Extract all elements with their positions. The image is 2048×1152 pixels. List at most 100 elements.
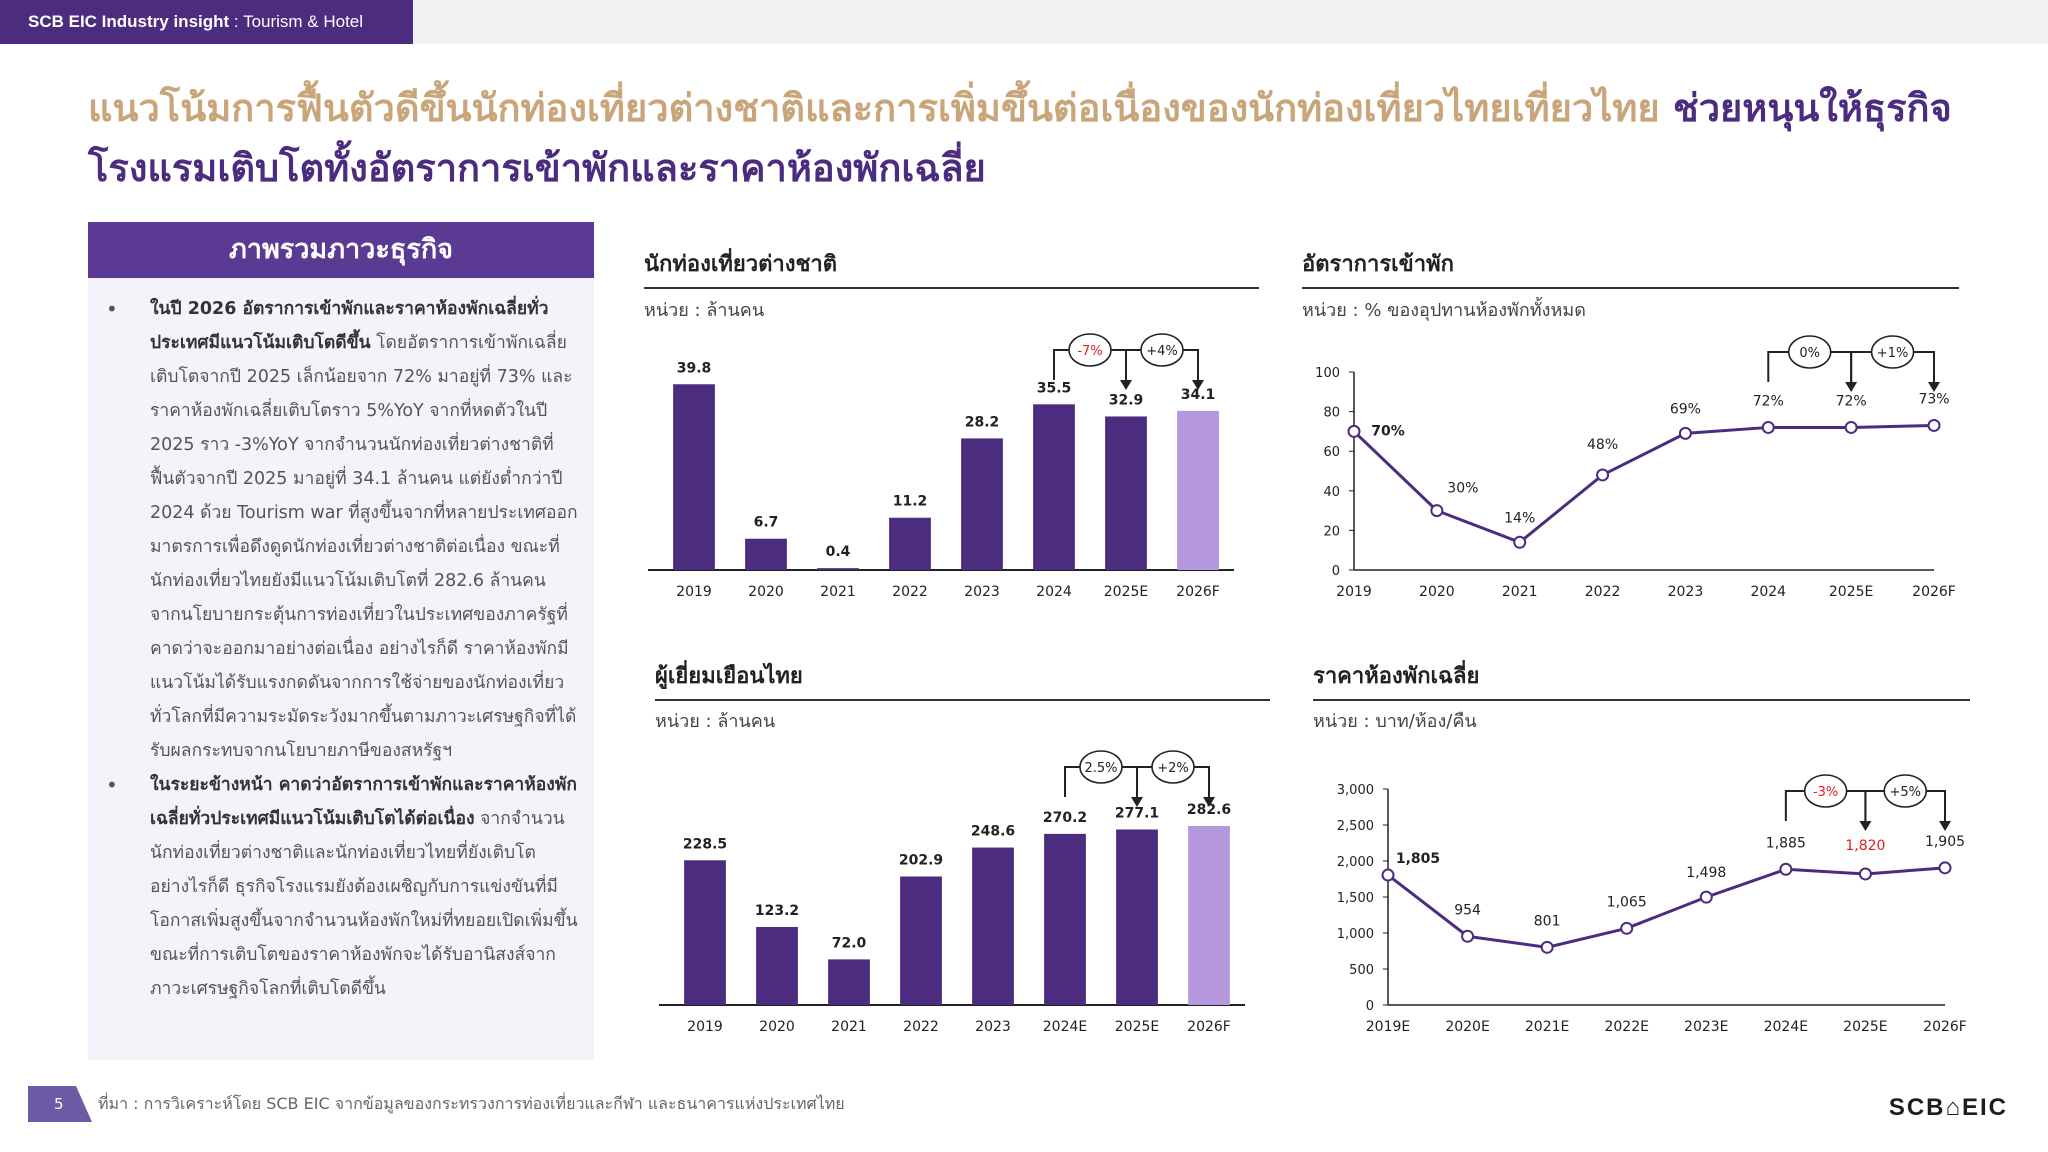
- change-arrow-1: [1928, 382, 1940, 392]
- overview-heading: ภาพรวมภาวะธุรกิจ: [88, 222, 594, 278]
- bar-2026F: [1188, 826, 1230, 1005]
- bar-2022: [900, 876, 942, 1005]
- x-tick-2022: 2022: [903, 1019, 939, 1035]
- chart-4-unit: หน่วย : บาท/ห้อง/คืน: [1313, 711, 1477, 732]
- brand-name: SCB EIC Industry insight: [28, 12, 230, 31]
- chart-average-room-rate: 0 500 1,000 1,500 2,000 2,500 3,000 1,805 2019E 9…: [1337, 774, 1967, 1035]
- overview-bullet-2: ในระยะข้างหน้า คาดว่าอัตราการเข้าพักและร…: [106, 768, 578, 1006]
- bar-2024: [1033, 404, 1075, 570]
- data-label-2021: 72.0: [832, 935, 867, 951]
- change-badge-1: [1140, 333, 1184, 367]
- point-2020: [1430, 504, 1444, 518]
- point-2024E: [1779, 862, 1793, 876]
- bar-2026F: [1177, 410, 1219, 570]
- overview-bullet-1: ในปี 2026 อัตราการเข้าพักและราคาห้องพักเ…: [106, 292, 578, 768]
- point-2023: [1678, 426, 1692, 440]
- x-tick-2023: 2023: [1668, 584, 1704, 600]
- data-label-2022E: 1,065: [1607, 894, 1647, 910]
- y-tick-6: 3,000: [1337, 783, 1374, 798]
- y-tick-5: 100: [1315, 366, 1340, 381]
- bullet-1-bold: ในปี 2026 อัตราการเข้าพักและราคาห้องพักเ…: [150, 299, 549, 353]
- page-number: 5: [28, 1086, 92, 1122]
- chart-3-title: ผู้เยี่ยมเยือนไทย: [655, 658, 1270, 701]
- x-tick-2020: 2020: [748, 584, 784, 600]
- header-topic: Tourism & Hotel: [243, 12, 364, 31]
- data-label-2021: 0.4: [826, 544, 851, 560]
- scb-eic-logo: SCB⌂EIC: [1888, 1094, 2008, 1121]
- point-2022E: [1620, 921, 1634, 935]
- data-label-2019: 228.5: [683, 836, 727, 852]
- change-label-1: +1%: [1877, 346, 1909, 361]
- data-label-2024: 72%: [1753, 393, 1784, 409]
- bullet-1-text: โดยอัตราการเข้าพักเฉลี่ยเติบโตจากปี 2025…: [150, 333, 578, 761]
- x-tick-2021: 2021: [1502, 584, 1538, 600]
- change-badge-1: [1870, 335, 1915, 369]
- x-tick-2023: 2023: [975, 1019, 1011, 1035]
- y-tick-2: 1,000: [1337, 927, 1374, 942]
- x-tick-2025E: 2025E: [1843, 1019, 1887, 1035]
- data-label-2025E: 32.9: [1109, 392, 1144, 408]
- change-badge-0: [1787, 335, 1832, 369]
- bar-2021: [817, 568, 859, 570]
- change-label-0: 2.5%: [1084, 761, 1117, 776]
- point-2025E: [1858, 867, 1872, 881]
- overview-list: ในปี 2026 อัตราการเข้าพักและราคาห้องพักเ…: [88, 278, 594, 1006]
- x-tick-2021: 2021: [820, 584, 856, 600]
- change-arrow-0: [1120, 380, 1132, 390]
- source-note: ที่มา : การวิเคราะห์โดย SCB EIC จากข้อมู…: [98, 1094, 845, 1113]
- x-tick-2025E: 2025E: [1104, 584, 1148, 600]
- y-tick-4: 2,000: [1337, 855, 1374, 870]
- point-2021E: [1540, 940, 1554, 954]
- data-label-2019E: 1,805: [1396, 851, 1440, 867]
- data-label-2023: 28.2: [965, 414, 1000, 430]
- y-tick-5: 2,500: [1337, 819, 1374, 834]
- overview-panel: ภาพรวมภาวะธุรกิจ ในปี 2026 อัตราการเข้าพ…: [88, 222, 594, 1060]
- change-badge-1: [1883, 774, 1928, 808]
- page-title-part1: แนวโน้มการฟื้นตัวดีขึ้นนักท่องเที่ยวต่าง…: [88, 86, 1673, 130]
- chart-2-unit: หน่วย : % ของอุปทานห้องพักทั้งหมด: [1302, 300, 1586, 321]
- chart-1-unit: หน่วย : ล้านคน: [644, 300, 765, 321]
- change-arrow-1: [1203, 797, 1215, 807]
- data-label-2023: 69%: [1670, 401, 1701, 417]
- x-tick-2026F: 2026F: [1912, 584, 1956, 600]
- x-tick-2026F: 2026F: [1923, 1019, 1967, 1035]
- point-2024: [1761, 420, 1775, 434]
- x-tick-2020: 2020: [1419, 584, 1455, 600]
- data-label-2019: 39.8: [677, 360, 712, 376]
- data-label-2020: 123.2: [755, 903, 799, 919]
- change-label-1: +4%: [1146, 344, 1178, 359]
- change-arrow-0: [1131, 797, 1143, 807]
- x-tick-2025E: 2025E: [1829, 584, 1873, 600]
- point-2021: [1513, 535, 1527, 549]
- x-tick-2022E: 2022E: [1604, 1019, 1648, 1035]
- x-tick-2024: 2024: [1750, 584, 1786, 600]
- data-label-2026F: 34.1: [1181, 387, 1216, 403]
- data-label-2023: 248.6: [971, 824, 1015, 840]
- change-arrow-1: [1192, 380, 1204, 390]
- data-label-2020: 6.7: [754, 515, 779, 531]
- y-tick-3: 1,500: [1337, 891, 1374, 906]
- data-label-2024E: 270.2: [1043, 810, 1087, 826]
- data-label-2025E: 1,820: [1845, 838, 1885, 854]
- x-tick-2026F: 2026F: [1176, 584, 1220, 600]
- data-label-2023E: 1,498: [1686, 865, 1726, 881]
- data-label-2022: 48%: [1587, 437, 1618, 453]
- bullet-2-text: จากจำนวนนักท่องเที่ยวต่างชาติและนักท่องเ…: [150, 809, 578, 999]
- bar-2025E: [1116, 829, 1158, 1005]
- bar-2022: [889, 517, 931, 570]
- change-arrow-1: [1939, 821, 1951, 831]
- data-label-2020E: 954: [1454, 902, 1481, 918]
- y-tick-3: 60: [1323, 445, 1340, 460]
- page-title: แนวโน้มการฟื้นตัวดีขึ้นนักท่องเที่ยวต่าง…: [88, 78, 1988, 198]
- header-bar: [413, 0, 2048, 44]
- change-badge-0: [1079, 750, 1123, 784]
- point-2020E: [1461, 929, 1475, 943]
- y-tick-1: 500: [1349, 963, 1374, 978]
- y-tick-0: 0: [1366, 999, 1374, 1014]
- y-tick-4: 80: [1323, 406, 1340, 421]
- data-label-2019: 70%: [1371, 423, 1405, 439]
- bar-2025E: [1105, 416, 1147, 570]
- bar-2020: [756, 926, 798, 1005]
- data-label-2025E: 277.1: [1115, 806, 1159, 822]
- data-label-2025E: 72%: [1836, 393, 1867, 409]
